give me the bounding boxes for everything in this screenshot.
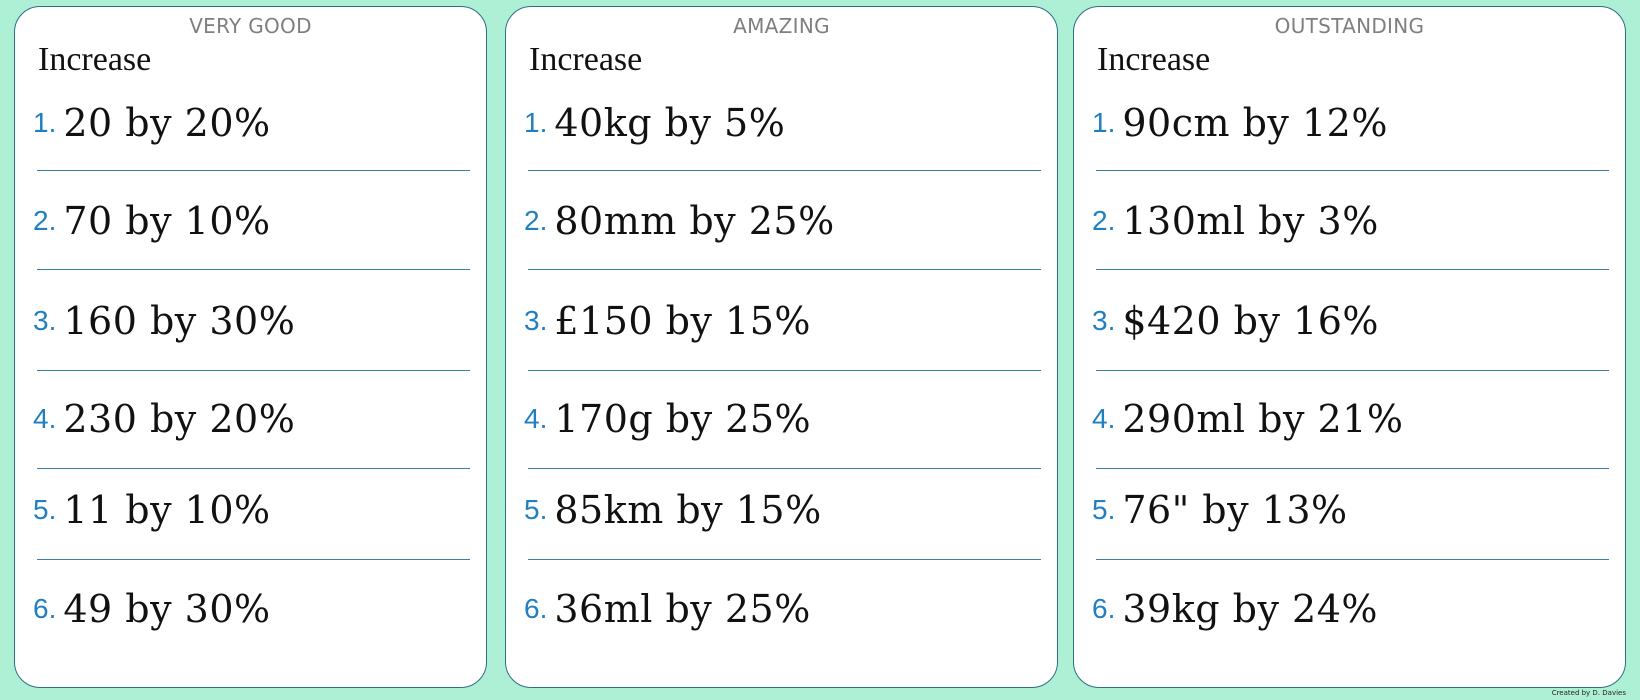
level-title: VERY GOOD xyxy=(189,14,312,38)
question-number: 3. xyxy=(524,305,548,336)
question-number: 2. xyxy=(33,205,57,236)
question-text: 40kg by 5% xyxy=(554,101,786,145)
answer-line xyxy=(1096,269,1609,270)
answer-line xyxy=(37,170,470,171)
question-item: 4. 290ml by 21% xyxy=(1092,389,1404,449)
panel-very-good: VERY GOOD Increase 1. 20 by 20% 2. 70 by… xyxy=(14,6,487,688)
question-number: 4. xyxy=(1092,403,1116,434)
question-item: 5. 85km by 15% xyxy=(524,480,822,540)
question-item: 2. 130ml by 3% xyxy=(1092,191,1379,251)
question-number: 2. xyxy=(1092,205,1116,236)
question-number: 1. xyxy=(524,107,548,138)
question-item: 2. 70 by 10% xyxy=(33,191,271,251)
answer-line xyxy=(528,370,1041,371)
question-item: 1. 20 by 20% xyxy=(33,93,271,153)
question-text: 11 by 10% xyxy=(63,488,271,532)
question-item: 3. 160 by 30% xyxy=(33,291,295,351)
question-item: 6. 36ml by 25% xyxy=(524,579,811,639)
question-text: 76" by 13% xyxy=(1122,488,1348,532)
question-number: 5. xyxy=(33,494,57,525)
question-item: 5. 76" by 13% xyxy=(1092,480,1348,540)
answer-line xyxy=(528,170,1041,171)
answer-line xyxy=(37,370,470,371)
question-item: 3. £150 by 15% xyxy=(524,291,811,351)
question-text: 49 by 30% xyxy=(63,587,271,631)
question-number: 3. xyxy=(1092,305,1116,336)
question-item: 1. 90cm by 12% xyxy=(1092,93,1388,153)
question-number: 1. xyxy=(33,107,57,138)
answer-line xyxy=(37,269,470,270)
question-item: 4. 170g by 25% xyxy=(524,389,811,449)
question-text: 85km by 15% xyxy=(554,488,822,532)
question-item: 2. 80mm by 25% xyxy=(524,191,835,251)
question-text: $420 by 16% xyxy=(1122,299,1379,343)
question-text: 160 by 30% xyxy=(63,299,296,343)
question-number: 4. xyxy=(524,403,548,434)
answer-line xyxy=(1096,170,1609,171)
question-number: 6. xyxy=(1092,593,1116,624)
question-number: 5. xyxy=(1092,494,1116,525)
level-title: AMAZING xyxy=(733,14,830,38)
question-number: 6. xyxy=(33,593,57,624)
question-text: 36ml by 25% xyxy=(554,587,811,631)
level-title: OUTSTANDING xyxy=(1274,14,1425,38)
instruction-heading: Increase xyxy=(38,41,152,78)
question-text: 90cm by 12% xyxy=(1122,101,1388,145)
panel-outstanding: OUTSTANDING Increase 1. 90cm by 12% 2. 1… xyxy=(1073,6,1626,688)
question-text: 39kg by 24% xyxy=(1122,587,1378,631)
question-number: 4. xyxy=(33,403,57,434)
answer-line xyxy=(1096,370,1609,371)
question-item: 6. 49 by 30% xyxy=(33,579,271,639)
answer-line xyxy=(528,468,1041,469)
answer-line xyxy=(37,559,470,560)
answer-line xyxy=(1096,468,1609,469)
question-text: 80mm by 25% xyxy=(554,199,835,243)
question-item: 5. 11 by 10% xyxy=(33,480,271,540)
question-number: 3. xyxy=(33,305,57,336)
author-credit: Created by D. Davies xyxy=(1551,689,1626,697)
question-number: 6. xyxy=(524,593,548,624)
answer-line xyxy=(528,269,1041,270)
question-number: 5. xyxy=(524,494,548,525)
question-text: £150 by 15% xyxy=(554,299,811,343)
question-number: 1. xyxy=(1092,107,1116,138)
question-item: 6. 39kg by 24% xyxy=(1092,579,1378,639)
question-item: 3. $420 by 16% xyxy=(1092,291,1379,351)
question-number: 2. xyxy=(524,205,548,236)
question-text: 230 by 20% xyxy=(63,397,296,441)
answer-line xyxy=(37,468,470,469)
answer-line xyxy=(528,559,1041,560)
question-text: 130ml by 3% xyxy=(1122,199,1379,243)
answer-line xyxy=(1096,559,1609,560)
question-text: 170g by 25% xyxy=(554,397,812,441)
question-text: 20 by 20% xyxy=(63,101,271,145)
question-text: 70 by 10% xyxy=(63,199,271,243)
question-item: 4. 230 by 20% xyxy=(33,389,295,449)
question-text: 290ml by 21% xyxy=(1122,397,1404,441)
question-item: 1. 40kg by 5% xyxy=(524,93,785,153)
instruction-heading: Increase xyxy=(529,41,643,78)
panel-amazing: AMAZING Increase 1. 40kg by 5% 2. 80mm b… xyxy=(505,6,1058,688)
instruction-heading: Increase xyxy=(1097,41,1211,78)
